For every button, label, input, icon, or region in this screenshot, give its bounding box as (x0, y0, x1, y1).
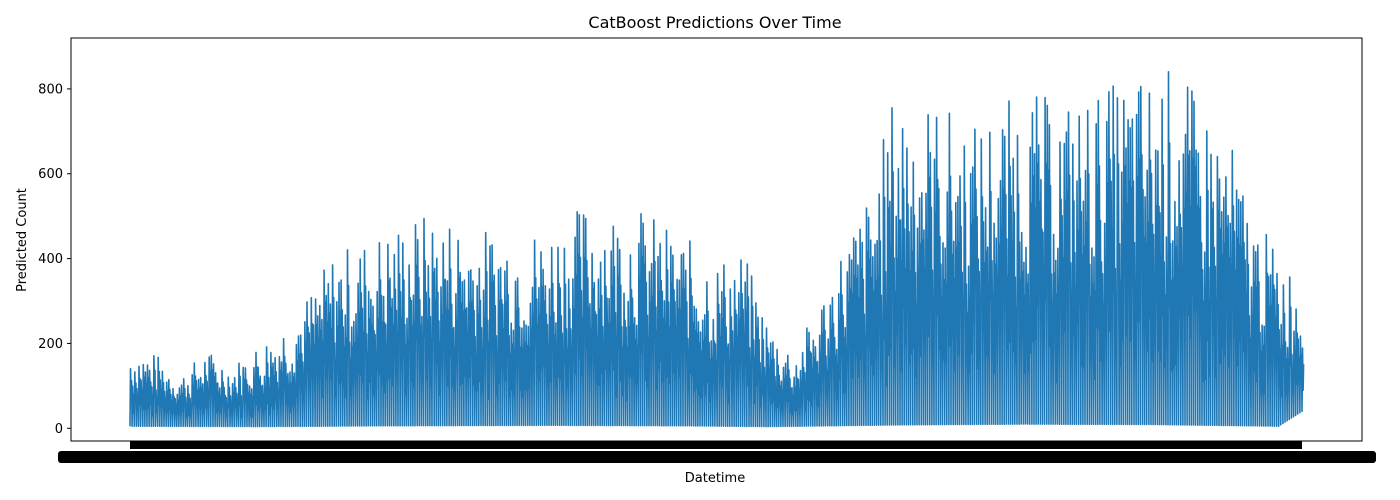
y-tick-label: 400 (38, 252, 63, 267)
x-axis-label: Datetime (685, 471, 745, 486)
y-tick-label: 600 (38, 167, 63, 182)
y-tick-label: 800 (38, 82, 63, 97)
x-tick-marks (130, 441, 1302, 449)
y-axis-label: Predicted Count (15, 188, 30, 292)
x-tick-labels-band (58, 451, 1376, 463)
series-line (129, 71, 1305, 428)
plot-area: 0 200 400 600 800 (38, 37, 1376, 463)
y-tick-label: 200 (38, 337, 63, 352)
chart-title: CatBoost Predictions Over Time (588, 13, 841, 32)
y-tick-label: 0 (55, 422, 63, 437)
